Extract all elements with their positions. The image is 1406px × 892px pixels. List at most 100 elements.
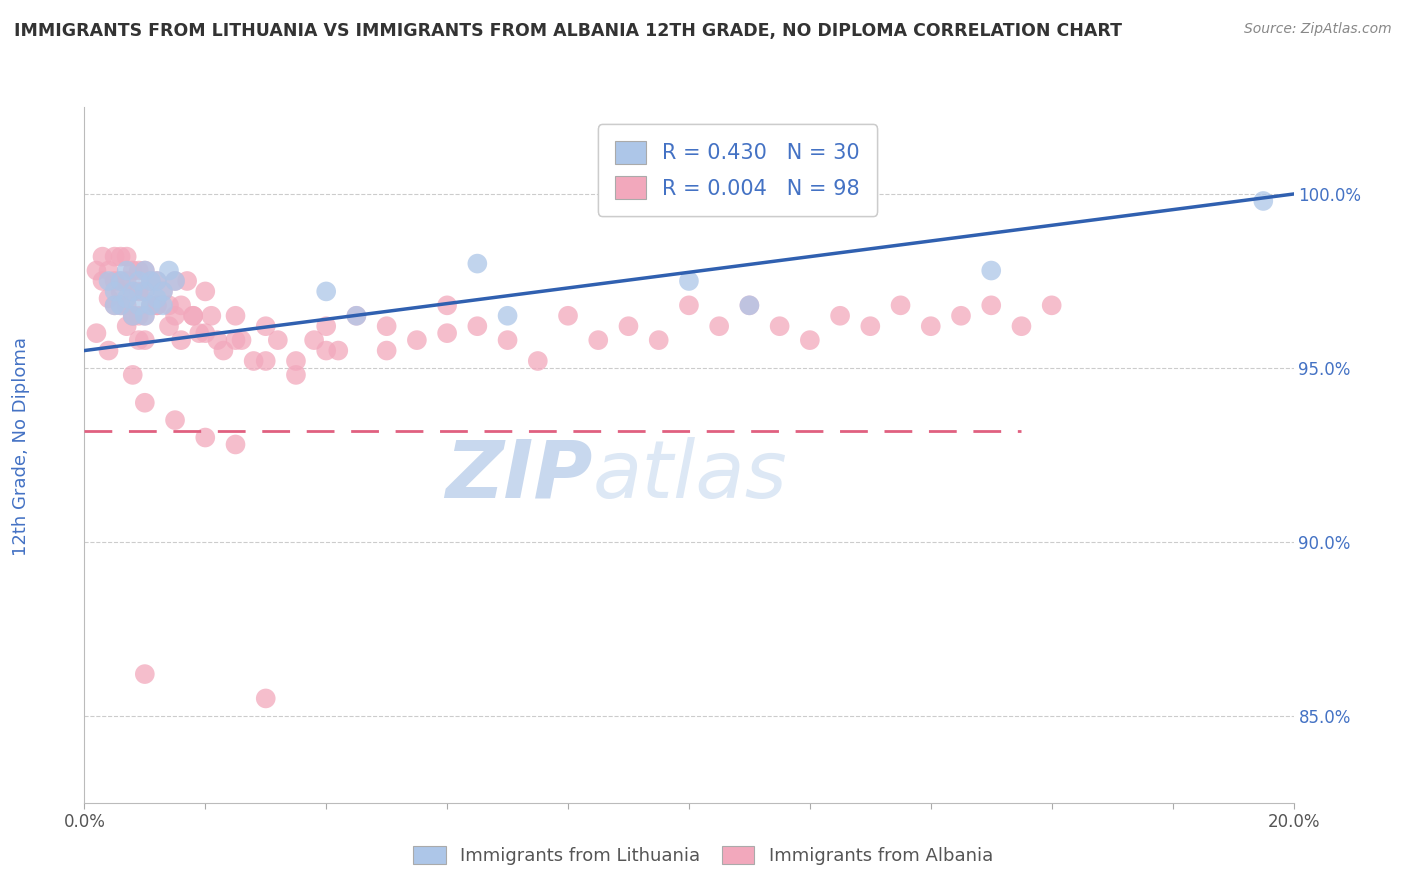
Point [254, 691, 277, 706]
Point [128, 274, 150, 288]
Point [134, 667, 156, 681]
Point [104, 274, 127, 288]
Point [557, 309, 579, 323]
Point [134, 309, 156, 323]
Point [104, 298, 127, 312]
Point [104, 298, 127, 312]
Point [181, 309, 204, 323]
Point [128, 309, 150, 323]
Point [128, 333, 150, 347]
Point [152, 298, 174, 312]
Point [799, 333, 821, 347]
Point [163, 274, 186, 288]
Point [980, 263, 1002, 277]
Point [134, 285, 156, 299]
Point [738, 298, 761, 312]
Point [254, 354, 277, 368]
Point [97, 292, 120, 306]
Point [115, 250, 138, 264]
Point [134, 309, 156, 323]
Point [104, 285, 127, 299]
Point [225, 437, 247, 451]
Point [134, 333, 156, 347]
Point [115, 274, 138, 288]
Text: 12th Grade, No Diploma: 12th Grade, No Diploma [13, 336, 30, 556]
Point [139, 298, 162, 312]
Point [121, 263, 143, 277]
Point [163, 413, 186, 427]
Point [152, 285, 174, 299]
Point [617, 319, 640, 334]
Point [115, 319, 138, 334]
Text: atlas: atlas [592, 437, 787, 515]
Point [406, 333, 429, 347]
Point [496, 333, 519, 347]
Point [146, 298, 169, 312]
Point [128, 263, 150, 277]
Point [86, 326, 108, 341]
Point [242, 354, 264, 368]
Point [121, 368, 143, 382]
Point [225, 333, 247, 347]
Point [121, 285, 143, 299]
Point [97, 274, 120, 288]
Point [284, 368, 308, 382]
Point [110, 298, 132, 312]
Legend: R = 0.430   N = 30, R = 0.004   N = 98: R = 0.430 N = 30, R = 0.004 N = 98 [598, 124, 877, 216]
Point [315, 285, 337, 299]
Point [738, 298, 761, 312]
Point [110, 274, 132, 288]
Point [769, 319, 792, 334]
Point [91, 274, 114, 288]
Point [97, 343, 120, 358]
Point [91, 250, 114, 264]
Point [152, 285, 174, 299]
Point [115, 298, 138, 312]
Point [121, 309, 143, 323]
Point [146, 298, 169, 312]
Point [920, 319, 942, 334]
Point [110, 298, 132, 312]
Point [231, 333, 253, 347]
Point [110, 274, 132, 288]
Point [267, 333, 290, 347]
Legend: Immigrants from Lithuania, Immigrants from Albania: Immigrants from Lithuania, Immigrants fr… [404, 837, 1002, 874]
Point [467, 257, 489, 271]
Text: IMMIGRANTS FROM LITHUANIA VS IMMIGRANTS FROM ALBANIA 12TH GRADE, NO DIPLOMA CORR: IMMIGRANTS FROM LITHUANIA VS IMMIGRANTS … [14, 22, 1122, 40]
Point [890, 298, 912, 312]
Point [225, 309, 247, 323]
Point [121, 309, 143, 323]
Point [97, 263, 120, 277]
Point [188, 326, 211, 341]
Point [526, 354, 548, 368]
Point [859, 319, 882, 334]
Point [709, 319, 731, 334]
Point [315, 343, 337, 358]
Point [134, 396, 156, 410]
Point [139, 274, 162, 288]
Point [1040, 298, 1063, 312]
Point [163, 309, 186, 323]
Point [980, 298, 1002, 312]
Point [950, 309, 973, 323]
Point [104, 250, 127, 264]
Point [194, 431, 217, 445]
Point [194, 326, 217, 341]
Point [212, 343, 235, 358]
Point [121, 285, 143, 299]
Point [115, 292, 138, 306]
Point [157, 298, 180, 312]
Point [496, 309, 519, 323]
Point [134, 285, 156, 299]
Point [1251, 194, 1274, 208]
Point [128, 298, 150, 312]
Text: ZIP: ZIP [444, 437, 592, 515]
Point [181, 309, 204, 323]
Point [176, 274, 198, 288]
Point [194, 285, 217, 299]
Point [375, 319, 398, 334]
Point [678, 298, 700, 312]
Point [254, 319, 277, 334]
Point [110, 285, 132, 299]
Point [115, 263, 138, 277]
